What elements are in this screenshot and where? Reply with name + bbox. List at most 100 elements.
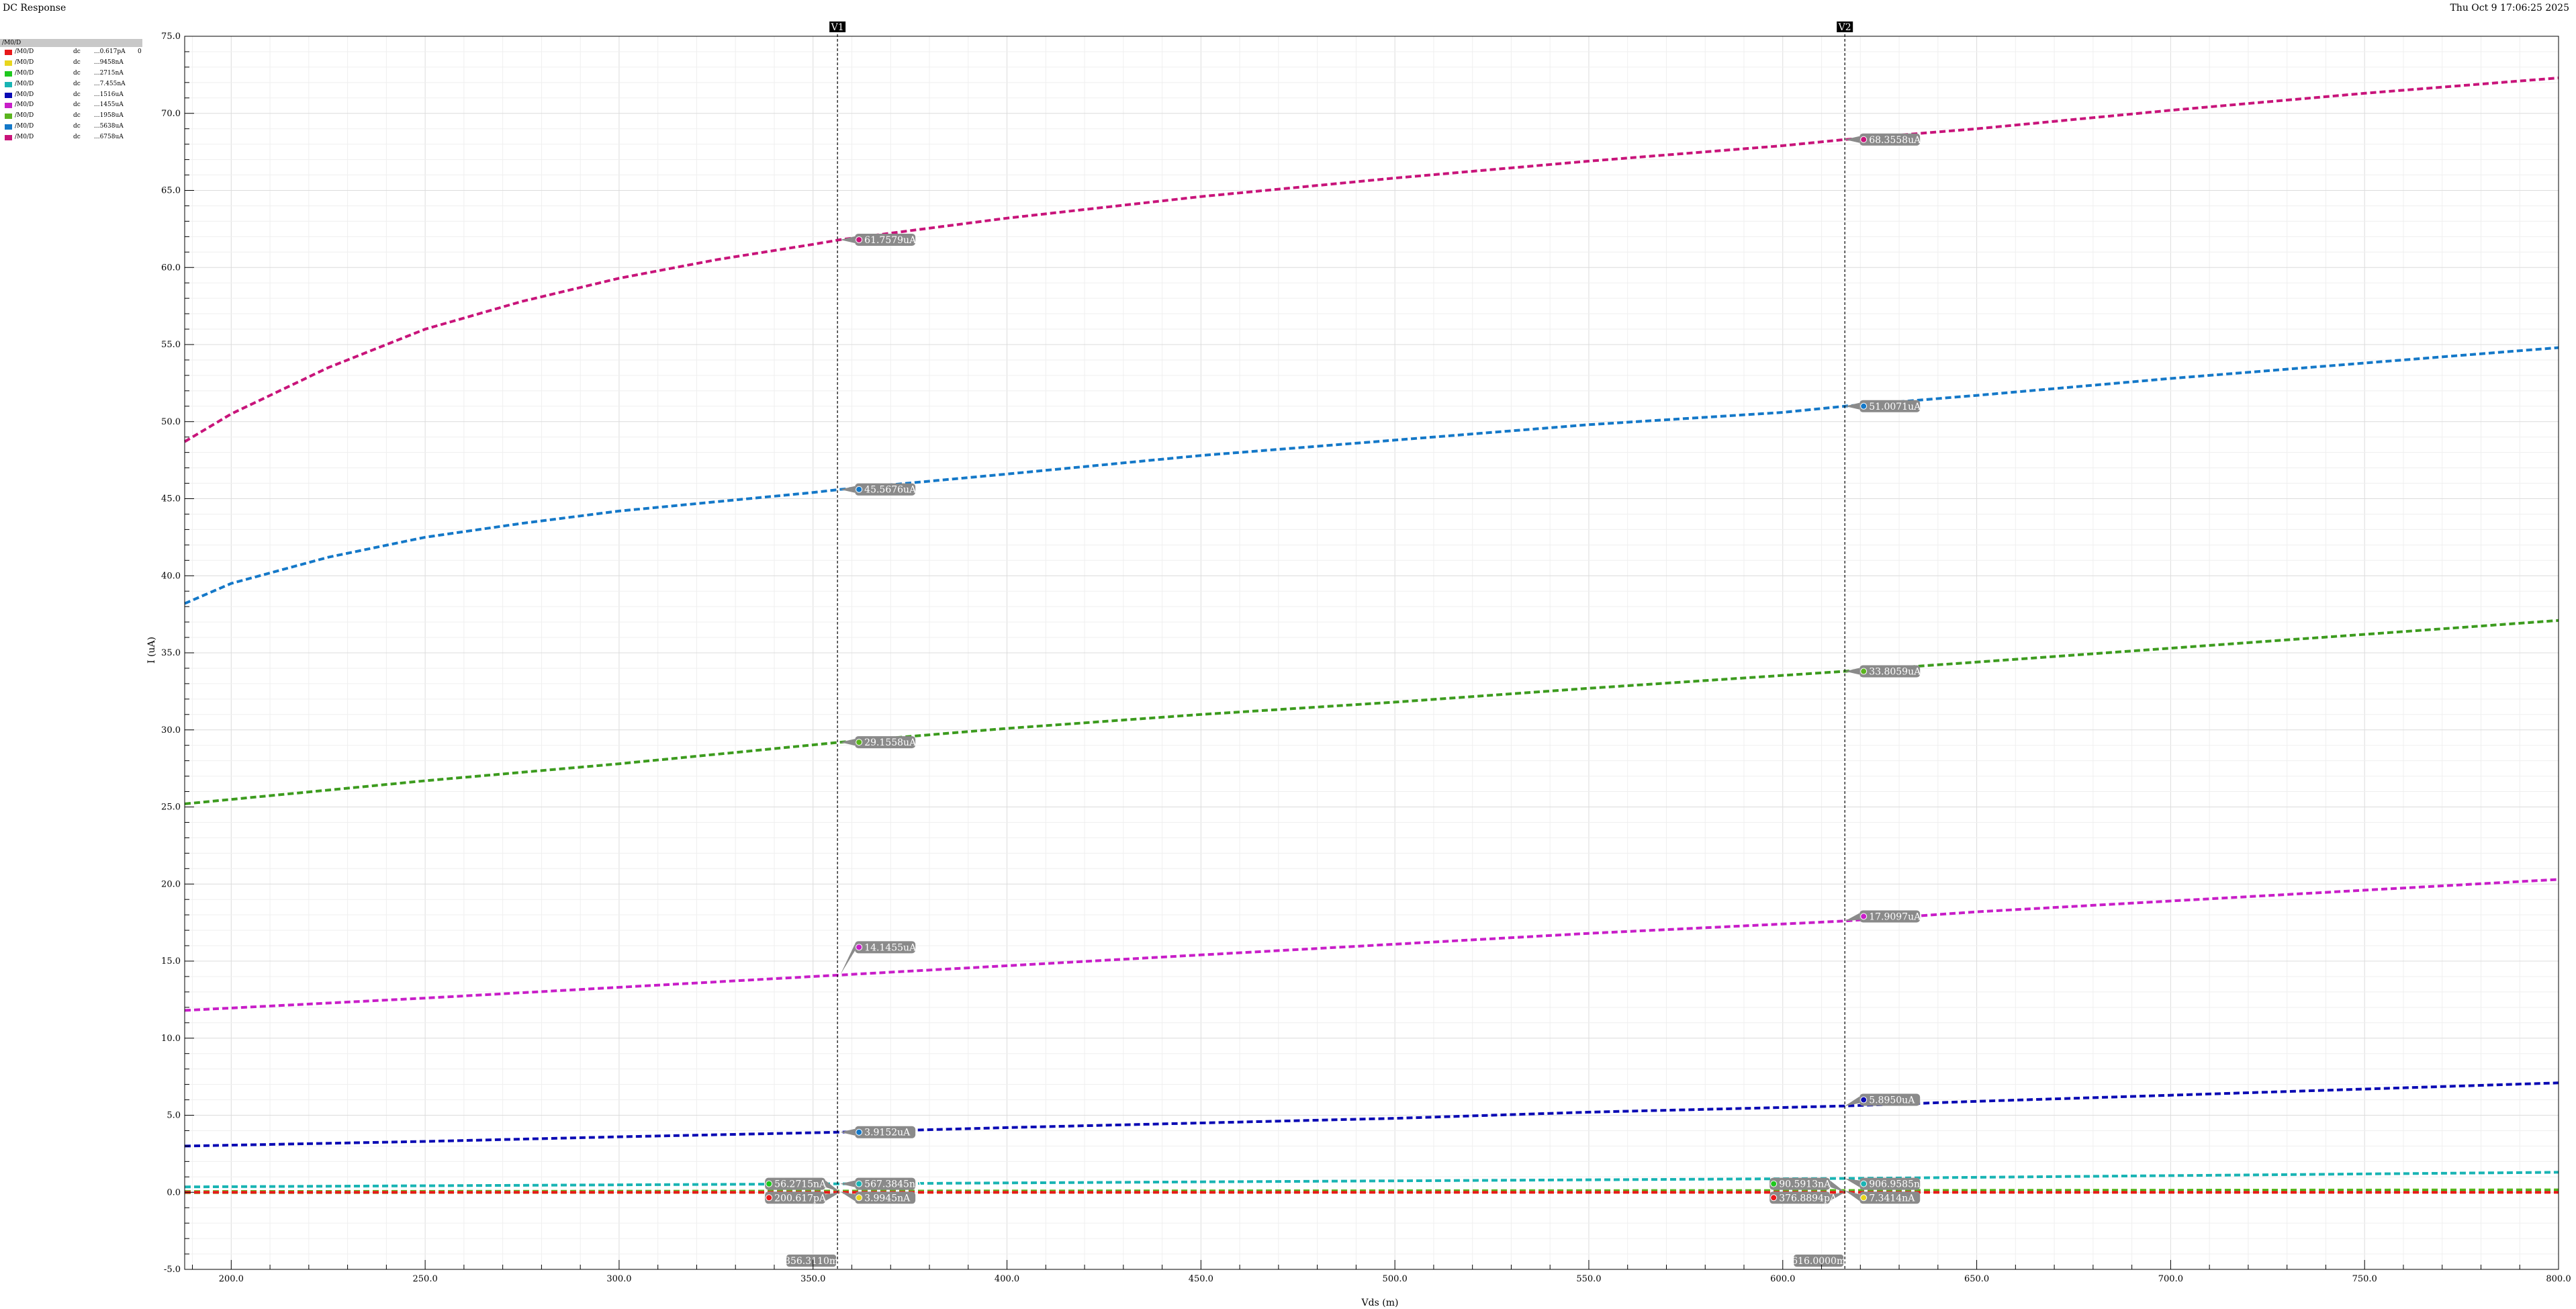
- marker-box[interactable]: [855, 483, 916, 496]
- marker-box[interactable]: [855, 1191, 916, 1204]
- marker-pointer: [1845, 1190, 1860, 1202]
- legend-item-value: ...6758uA: [94, 134, 124, 141]
- marker-value: 376.8894pA: [1779, 1193, 1837, 1204]
- legend-item-marker: dc: [73, 112, 81, 120]
- legend-item[interactable]: /M0/D dc ...1958uA: [0, 111, 142, 122]
- legend-item-name: /M0/D: [15, 101, 34, 109]
- series-line[interactable]: [184, 619, 2559, 805]
- y-tick-label: 20.0: [161, 879, 181, 889]
- marker-pointer: [840, 739, 856, 746]
- legend-item-marker: dc: [73, 80, 81, 87]
- marker-pointer: [840, 944, 856, 975]
- marker-box[interactable]: [765, 1191, 826, 1204]
- cursor-tag[interactable]: [829, 21, 846, 32]
- legend-header[interactable]: /M0/D: [0, 39, 142, 47]
- marker-dot-icon: [1860, 1194, 1868, 1202]
- marker-dot-icon: [1770, 1180, 1778, 1187]
- marker-box[interactable]: [1769, 1191, 1831, 1204]
- marker-dot-icon: [1860, 668, 1868, 675]
- cursor-x-value-box: [1794, 1255, 1844, 1267]
- legend-item-marker: dc: [73, 58, 81, 66]
- x-tick-label: 200.0: [219, 1274, 244, 1284]
- marker-value: 3.9152uA: [864, 1128, 911, 1138]
- series-line[interactable]: [183, 77, 2559, 443]
- legend-swatch-icon: [5, 50, 12, 55]
- legend-swatch-icon: [5, 135, 12, 141]
- marker-value: 51.0071uA: [1869, 402, 1921, 412]
- series-line[interactable]: [184, 878, 2559, 1012]
- markers[interactable]: 61.7579uA 45.5676uA 29.1558uA 14.1455uA 3.91…: [765, 133, 1927, 1204]
- marker-box[interactable]: [855, 233, 916, 246]
- x-tick-label: 350.0: [800, 1274, 825, 1284]
- marker-value: 90.5913nA: [1779, 1179, 1831, 1190]
- legend-item[interactable]: /M0/D dc ...1516uA: [0, 90, 142, 101]
- x-tick-label: 250.0: [413, 1274, 438, 1284]
- marker-box[interactable]: [1859, 1177, 1921, 1190]
- marker-dot-icon: [856, 236, 863, 243]
- marker-box[interactable]: [855, 736, 916, 749]
- marker-value: 14.1455uA: [864, 942, 917, 953]
- marker-box[interactable]: [1859, 910, 1921, 923]
- y-tick-label: 45.0: [161, 494, 181, 504]
- marker-box[interactable]: [1859, 133, 1921, 146]
- cursor-label: V2: [1838, 22, 1851, 33]
- legend-item[interactable]: /M0/D dc ...7.455nA: [0, 79, 142, 90]
- series-line[interactable]: [184, 346, 2559, 605]
- y-tick-label: 15.0: [161, 956, 181, 966]
- series-lines[interactable]: [183, 77, 2559, 1194]
- y-tick-label: 55.0: [161, 340, 181, 350]
- marker-box[interactable]: [855, 941, 916, 954]
- axes: -5.0 0.0 5.0 10.0 15.0 20.0 25.0 30.0 35.0 40.0 45…: [161, 32, 2571, 1284]
- legend-item-value: ...1958uA: [94, 112, 124, 120]
- y-tick-label: 40.0: [161, 571, 181, 581]
- y-tick-label: 65.0: [161, 186, 181, 196]
- x-tick-label: 750.0: [2352, 1274, 2377, 1284]
- marker-box[interactable]: [855, 1126, 916, 1138]
- y-tick-label: 30.0: [161, 725, 181, 735]
- legend-item[interactable]: /M0/D dc ...0.617pA 0: [0, 47, 142, 58]
- marker-value: 68.3558uA: [1869, 135, 1921, 146]
- series-line[interactable]: [184, 1188, 2559, 1193]
- marker-box[interactable]: [1769, 1177, 1831, 1190]
- marker-box[interactable]: [1859, 1093, 1921, 1106]
- marker-dot-icon: [1860, 1096, 1868, 1103]
- marker-pointer: [840, 1128, 856, 1136]
- x-tick-label: 600.0: [1770, 1274, 1795, 1284]
- legend-item-extra: 0: [138, 48, 142, 55]
- marker-pointer: [1845, 1096, 1860, 1106]
- legend-item-marker: dc: [73, 101, 81, 109]
- marker-box[interactable]: [1859, 665, 1921, 678]
- marker-value: 33.8059uA: [1869, 667, 1921, 678]
- cursor-x-value: 356.3110m: [784, 1256, 838, 1267]
- x-axis-label: Vds (m): [1361, 1298, 1399, 1308]
- marker-dot-icon: [1860, 136, 1868, 143]
- legend-item-name: /M0/D: [15, 134, 34, 141]
- cursor-tag[interactable]: [1837, 21, 1853, 32]
- cursors[interactable]: V1 356.3110m V2 616.0000m: [784, 21, 1853, 1269]
- y-tick-label: 10.0: [161, 1034, 181, 1044]
- marker-dot-icon: [856, 1194, 863, 1202]
- x-tick-label: 700.0: [2158, 1274, 2183, 1284]
- y-tick-label: 5.0: [167, 1111, 181, 1121]
- legend-item-name: /M0/D: [15, 69, 34, 77]
- legend-item[interactable]: /M0/D dc ...6758uA: [0, 132, 142, 143]
- marker-dot-icon: [1860, 402, 1868, 410]
- marker-box[interactable]: [765, 1177, 826, 1190]
- marker-box[interactable]: [855, 1177, 916, 1190]
- legend-item[interactable]: /M0/D dc ...5638uA: [0, 122, 142, 132]
- marker-pointer: [1830, 1192, 1845, 1202]
- legend-swatch-icon: [5, 114, 12, 120]
- legend-item-name: /M0/D: [15, 91, 34, 98]
- legend-item-name: /M0/D: [15, 123, 34, 130]
- marker-box[interactable]: [1859, 400, 1921, 412]
- marker-box[interactable]: [1859, 1191, 1921, 1204]
- marker-value: 61.7579uA: [864, 235, 917, 246]
- legend-item[interactable]: /M0/D dc ...9458nA: [0, 58, 142, 69]
- legend-swatch-icon: [5, 103, 12, 109]
- series-line[interactable]: [184, 1171, 2559, 1189]
- marker-pointer: [1830, 1180, 1845, 1192]
- series-line[interactable]: [184, 1081, 2559, 1148]
- legend-item[interactable]: /M0/D dc ...1455uA: [0, 100, 142, 111]
- legend-item[interactable]: /M0/D dc ...2715nA: [0, 69, 142, 79]
